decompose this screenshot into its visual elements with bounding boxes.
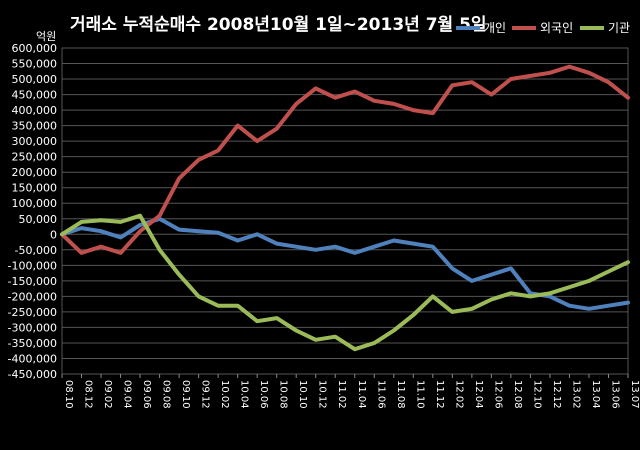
x-tick-label: 12.02 <box>453 380 464 409</box>
y-tick-label: -50,000 <box>15 244 57 257</box>
y-tick-label: 400,000 <box>12 104 58 117</box>
chart-title: 거래소 누적순매수 2008년10월 1일~2013년 7월 5일 <box>70 15 487 35</box>
x-axis: 08.10 08.12 09.02 09.04 09.06 09.08 09.10 09.12… <box>61 374 640 409</box>
x-tick-label: 08.12 <box>83 380 94 409</box>
x-tick-label: 11.10 <box>414 380 425 409</box>
x-tick-label: 13.07 <box>629 380 640 409</box>
series-lines <box>60 64 630 352</box>
x-tick-label: 09.08 <box>161 380 172 409</box>
legend-entry: 기관 <box>608 21 630 35</box>
x-tick-label: 09.02 <box>102 380 113 409</box>
x-tick-label: 09.10 <box>180 380 191 409</box>
y-axis: 600,000 550,000 500,000 450,000 400,000 350,0… <box>8 42 57 381</box>
y-tick-label: 300,000 <box>12 135 58 148</box>
x-tick-label: 08.10 <box>63 380 74 409</box>
y-tick-label: 50,000 <box>19 213 58 226</box>
y-tick-label: 500,000 <box>12 73 58 86</box>
x-tick-label: 12.04 <box>473 380 484 409</box>
y-axis-label: 억원 <box>36 30 56 43</box>
x-tick-label: 12.08 <box>512 380 523 409</box>
y-tick-label: -300,000 <box>8 321 57 334</box>
plot-area <box>61 47 629 375</box>
y-tick-label: -200,000 <box>8 290 57 303</box>
x-tick-label: 10.04 <box>239 380 250 409</box>
x-tick-label: 10.10 <box>297 380 308 409</box>
x-tick-label: 13.04 <box>590 380 601 409</box>
x-tick-label: 10.06 <box>258 380 269 409</box>
legend-entry: 외국인 <box>540 21 573 35</box>
grid-lines <box>62 47 628 375</box>
y-tick-label: 0 <box>50 228 57 241</box>
legend-entry: 개인 <box>484 21 506 35</box>
x-tick-label: 10.08 <box>278 380 289 409</box>
x-tick-label: 09.04 <box>122 380 133 409</box>
y-tick-label: -450,000 <box>8 368 57 381</box>
x-tick-label: 13.02 <box>570 380 581 409</box>
x-tick-label: 10.02 <box>219 380 230 409</box>
x-tick-label: 13.06 <box>609 380 620 409</box>
x-tick-label: 09.06 <box>141 380 152 409</box>
x-tick-label: 09.12 <box>200 380 211 409</box>
x-tick-label: 12.10 <box>531 380 542 409</box>
y-tick-label: -250,000 <box>8 306 57 319</box>
y-tick-label: 200,000 <box>12 166 58 179</box>
y-tick-label: 250,000 <box>12 151 58 164</box>
x-tick-label: 11.02 <box>336 380 347 409</box>
series-line <box>60 213 630 352</box>
x-tick-label: 11.12 <box>434 380 445 409</box>
x-tick-label: 11.08 <box>395 380 406 409</box>
y-tick-label: 350,000 <box>12 120 58 133</box>
x-tick-label: 11.04 <box>356 380 367 409</box>
x-tick-label: 10.12 <box>317 380 328 409</box>
y-tick-label: 600,000 <box>12 42 58 55</box>
y-tick-label: 550,000 <box>12 58 58 71</box>
x-tick-label: 12.12 <box>551 380 562 409</box>
legend: 개인 외국인 기관 <box>456 21 630 35</box>
y-tick-label: -400,000 <box>8 352 57 365</box>
series-line <box>60 64 630 255</box>
y-tick-label: -150,000 <box>8 275 57 288</box>
x-tick-label: 12.06 <box>492 380 503 409</box>
x-tick-label: 11.06 <box>375 380 386 409</box>
y-tick-label: -100,000 <box>8 259 57 272</box>
y-tick-label: 100,000 <box>12 197 58 210</box>
y-tick-label: 450,000 <box>12 89 58 102</box>
y-tick-label: 150,000 <box>12 182 58 195</box>
y-tick-label: -350,000 <box>8 337 57 350</box>
